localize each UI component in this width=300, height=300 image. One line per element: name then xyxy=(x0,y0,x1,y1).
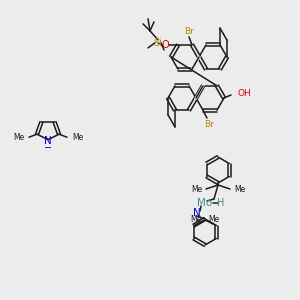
Text: H: H xyxy=(217,198,225,208)
Text: Me: Me xyxy=(209,215,220,224)
Text: Me: Me xyxy=(190,215,201,224)
Text: Mo: Mo xyxy=(197,198,213,208)
Text: Me: Me xyxy=(13,133,24,142)
Text: Si: Si xyxy=(154,38,162,48)
Text: N: N xyxy=(193,208,201,218)
Text: N: N xyxy=(44,136,52,146)
Text: −: − xyxy=(44,143,52,153)
Text: O: O xyxy=(161,40,169,50)
Text: OH: OH xyxy=(237,89,251,98)
Text: Me: Me xyxy=(234,185,245,194)
Text: Me: Me xyxy=(191,185,202,194)
Text: Br: Br xyxy=(184,27,194,36)
Text: Me: Me xyxy=(72,133,83,142)
Text: Br: Br xyxy=(204,120,214,129)
